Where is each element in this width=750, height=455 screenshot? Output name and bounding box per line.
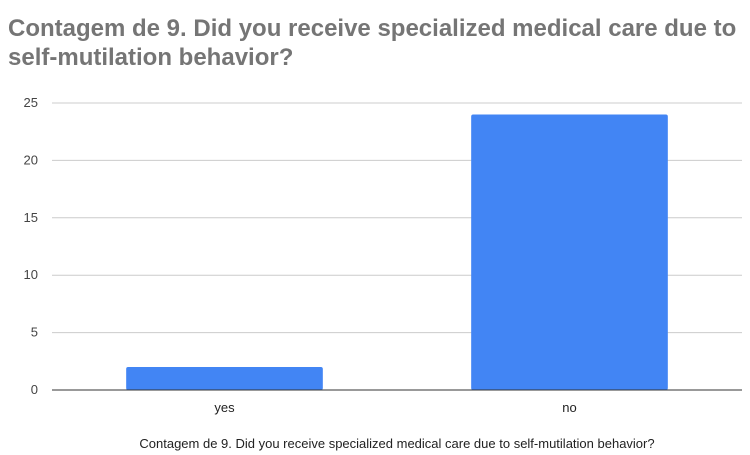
y-axis-ticks: 0 5 10 15 20 25	[24, 95, 38, 397]
y-tick-label-15: 15	[24, 210, 38, 225]
x-axis-title: Contagem de 9. Did you receive specializ…	[139, 436, 654, 451]
x-category-label-yes: yes	[214, 400, 235, 415]
y-tick-label-0: 0	[31, 382, 38, 397]
bars	[126, 114, 668, 390]
x-category-label-no: no	[562, 400, 576, 415]
x-axis-categories: yes no	[214, 400, 576, 415]
y-tick-label-5: 5	[31, 325, 38, 340]
y-tick-label-10: 10	[24, 267, 38, 282]
bar-no[interactable]	[471, 114, 668, 390]
y-tick-label-25: 25	[24, 95, 38, 110]
y-tick-label-20: 20	[24, 152, 38, 167]
bar-yes[interactable]	[126, 367, 323, 390]
chart-title: Contagem de 9. Did you receive specializ…	[8, 15, 737, 71]
